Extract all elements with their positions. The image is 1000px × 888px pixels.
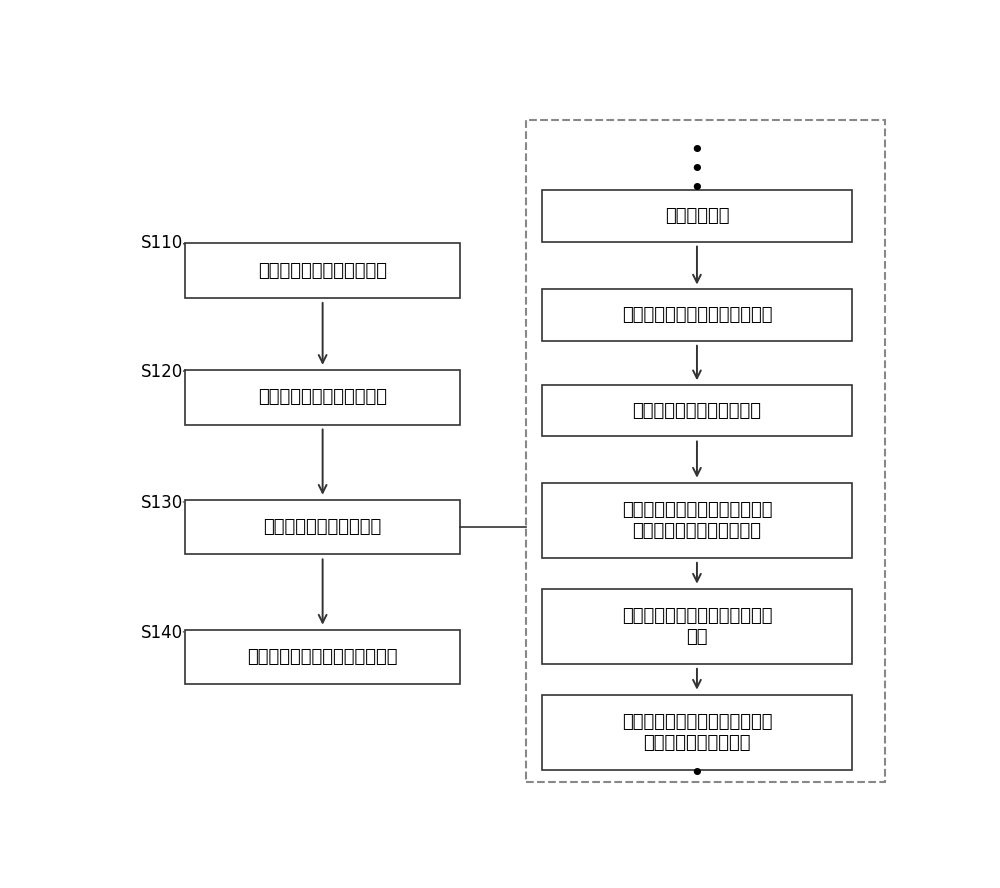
Text: S110: S110 (140, 234, 183, 252)
Bar (185, 369, 460, 424)
Text: •: • (690, 158, 704, 182)
Text: 修正解与初始解相加作为本次迭
代步骤中数值模型的解: 修正解与初始解相加作为本次迭 代步骤中数值模型的解 (622, 713, 772, 751)
Text: S140: S140 (140, 624, 183, 642)
Bar (185, 500, 460, 554)
Text: S120: S120 (140, 363, 183, 381)
Bar (542, 694, 852, 770)
Text: 基于数值模型的原残差向量与初
始解，得到修正的数值模型: 基于数值模型的原残差向量与初 始解，得到修正的数值模型 (622, 501, 772, 540)
Text: 求解压力方程，得到第一压力值: 求解压力方程，得到第一压力值 (622, 306, 772, 324)
Text: 基于第一压力值构建初始解: 基于第一压力值构建初始解 (632, 402, 761, 420)
Bar (542, 483, 852, 558)
Text: S130: S130 (140, 494, 183, 512)
Text: 提取压力方程: 提取压力方程 (665, 207, 729, 225)
Text: •: • (690, 178, 704, 202)
Text: 对缝洞型油藏的剩余油进行分析: 对缝洞型油藏的剩余油进行分析 (247, 648, 398, 666)
Text: 对数值模型进行迭代求解: 对数值模型进行迭代求解 (264, 518, 382, 536)
Bar (542, 385, 852, 437)
Bar (542, 589, 852, 664)
Text: •: • (690, 762, 704, 786)
Text: •: • (690, 139, 704, 163)
Text: 建立缝洞型油藏的数学模型: 建立缝洞型油藏的数学模型 (258, 262, 387, 280)
Bar (526, 120, 885, 782)
Bar (542, 190, 852, 242)
Text: 求解修正的数值模型，以得到修
正解: 求解修正的数值模型，以得到修 正解 (622, 607, 772, 646)
Bar (542, 289, 852, 341)
Bar (185, 243, 460, 298)
Text: 建立缝洞型油藏的数值模型: 建立缝洞型油藏的数值模型 (258, 388, 387, 406)
Bar (185, 630, 460, 685)
